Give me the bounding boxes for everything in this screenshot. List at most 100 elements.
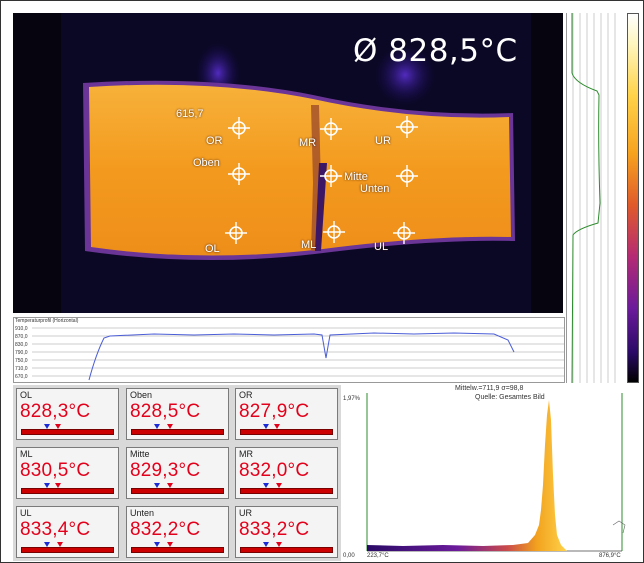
thermal-image[interactable]: Ø 828,5°C 615,7 OR Oben OL MR Mitte ML U… [13, 13, 563, 313]
histogram-x-max: 876,9°C [599, 553, 621, 559]
panel-name: Mitte [130, 449, 150, 459]
panel-mr[interactable]: MR 832,0°C [235, 447, 338, 499]
panel-name: UR [239, 508, 252, 518]
panel-ml[interactable]: ML 830,5°C [16, 447, 119, 499]
crosshair-mitte-icon[interactable] [320, 165, 342, 187]
blue-marker-icon [263, 483, 270, 488]
blue-marker-icon [44, 424, 51, 429]
range-bar [21, 429, 114, 435]
color-scale-bar [627, 13, 639, 383]
panel-unten[interactable]: Unten 832,2°C [126, 506, 229, 558]
red-marker-icon [167, 483, 174, 488]
value-note: 615,7 [176, 108, 204, 120]
average-temperature: Ø 828,5°C [353, 33, 518, 69]
panel-ol[interactable]: OL 828,3°C [16, 388, 119, 440]
red-marker-icon [167, 542, 174, 547]
crosshair-or-icon[interactable] [228, 117, 250, 139]
crosshair-ur-icon[interactable] [396, 116, 418, 138]
panel-name: UL [20, 508, 32, 518]
axis-label: 670,0 [15, 374, 28, 380]
histogram-x-min: 223,7°C [367, 553, 389, 559]
range-bar [240, 488, 333, 494]
panel-name: Unten [130, 508, 155, 518]
range-bar [21, 547, 114, 553]
label-unten: Unten [360, 183, 390, 195]
crosshair-mr-icon[interactable] [320, 118, 342, 140]
horizontal-profile-title: Temperaturprofil (Horizontal) [15, 318, 79, 324]
panel-value: 828,5°C [130, 401, 201, 422]
blue-marker-icon [263, 424, 270, 429]
vertical-profile[interactable] [566, 13, 625, 384]
range-bar [240, 547, 333, 553]
crosshair-ol-icon[interactable] [225, 222, 247, 244]
histogram[interactable]: Mittelw.=711,9 σ=98,8 Quelle: Gesamtes B… [343, 385, 631, 561]
axis-label: 910,0 [15, 326, 28, 332]
histogram-plot [366, 393, 626, 552]
axis-label: 870,0 [15, 334, 28, 340]
panel-oben[interactable]: Oben 828,5°C [126, 388, 229, 440]
vertical-profile-plot [571, 13, 616, 384]
measurement-panels: OL 828,3°C Oben 828,5°C OR 827,9°C ML 83… [13, 385, 341, 561]
axis-label: 830,0 [15, 342, 28, 348]
panel-value: 827,9°C [239, 401, 310, 422]
glow-right [375, 45, 435, 105]
range-bar [131, 488, 224, 494]
panel-name: Oben [130, 390, 153, 400]
range-bar [240, 429, 333, 435]
panel-value: 830,5°C [20, 460, 91, 481]
axis-label: 710,0 [15, 366, 28, 372]
panel-mitte[interactable]: Mitte 829,3°C [126, 447, 229, 499]
thermal-scene [13, 13, 563, 313]
crosshair-unten-icon[interactable] [396, 165, 418, 187]
blue-marker-icon [154, 483, 161, 488]
panel-name: ML [20, 449, 33, 459]
panel-ur[interactable]: UR 833,2°C [235, 506, 338, 558]
panel-or[interactable]: OR 827,9°C [235, 388, 338, 440]
label-ul: UL [374, 241, 389, 253]
panel-value: 832,2°C [130, 519, 201, 540]
panel-value: 832,0°C [239, 460, 310, 481]
panel-name: OR [239, 390, 253, 400]
red-marker-icon [276, 542, 283, 547]
crosshair-oben-icon[interactable] [228, 163, 250, 185]
panel-value: 833,4°C [20, 519, 91, 540]
blue-marker-icon [44, 542, 51, 547]
axis-label: 750,0 [15, 358, 28, 364]
histogram-percent: 1,97% [343, 396, 361, 402]
range-bar [131, 429, 224, 435]
label-mitte: Mitte [344, 171, 368, 183]
panel-value: 829,3°C [130, 460, 201, 481]
red-marker-icon [276, 483, 283, 488]
horizontal-profile[interactable]: Temperaturprofil (Horizontal) 910,0 870,… [13, 317, 565, 383]
blue-marker-icon [154, 424, 161, 429]
histogram-source: Quelle: Gesamtes Bild [475, 394, 545, 401]
label-or: OR [206, 135, 223, 147]
label-ur: UR [375, 135, 391, 147]
horizontal-profile-plot [32, 327, 564, 381]
panel-name: OL [20, 390, 33, 400]
crosshair-ml-icon[interactable] [323, 221, 345, 243]
panel-value: 833,2°C [239, 519, 310, 540]
histogram-stats: Mittelw.=711,9 σ=98,8 [455, 385, 524, 392]
red-marker-icon [167, 424, 174, 429]
blue-marker-icon [44, 483, 51, 488]
label-oben: Oben [193, 157, 220, 169]
range-bar [131, 547, 224, 553]
panel-value: 828,3°C [20, 401, 91, 422]
red-marker-icon [57, 542, 64, 547]
seam-gap [315, 163, 327, 251]
blue-marker-icon [154, 542, 161, 547]
panel-ul[interactable]: UL 833,4°C [16, 506, 119, 558]
histogram-x-zero: 0,00 [343, 553, 355, 559]
axis-label: 790,0 [15, 350, 28, 356]
blue-marker-icon [263, 542, 270, 547]
crosshair-ul-icon[interactable] [393, 222, 415, 244]
red-marker-icon [274, 424, 281, 429]
range-bar [21, 488, 114, 494]
red-marker-icon [55, 483, 62, 488]
label-ml: ML [301, 239, 317, 251]
label-mr: MR [299, 137, 317, 149]
panel-name: MR [239, 449, 253, 459]
label-ol: OL [205, 243, 220, 255]
red-marker-icon [55, 424, 62, 429]
